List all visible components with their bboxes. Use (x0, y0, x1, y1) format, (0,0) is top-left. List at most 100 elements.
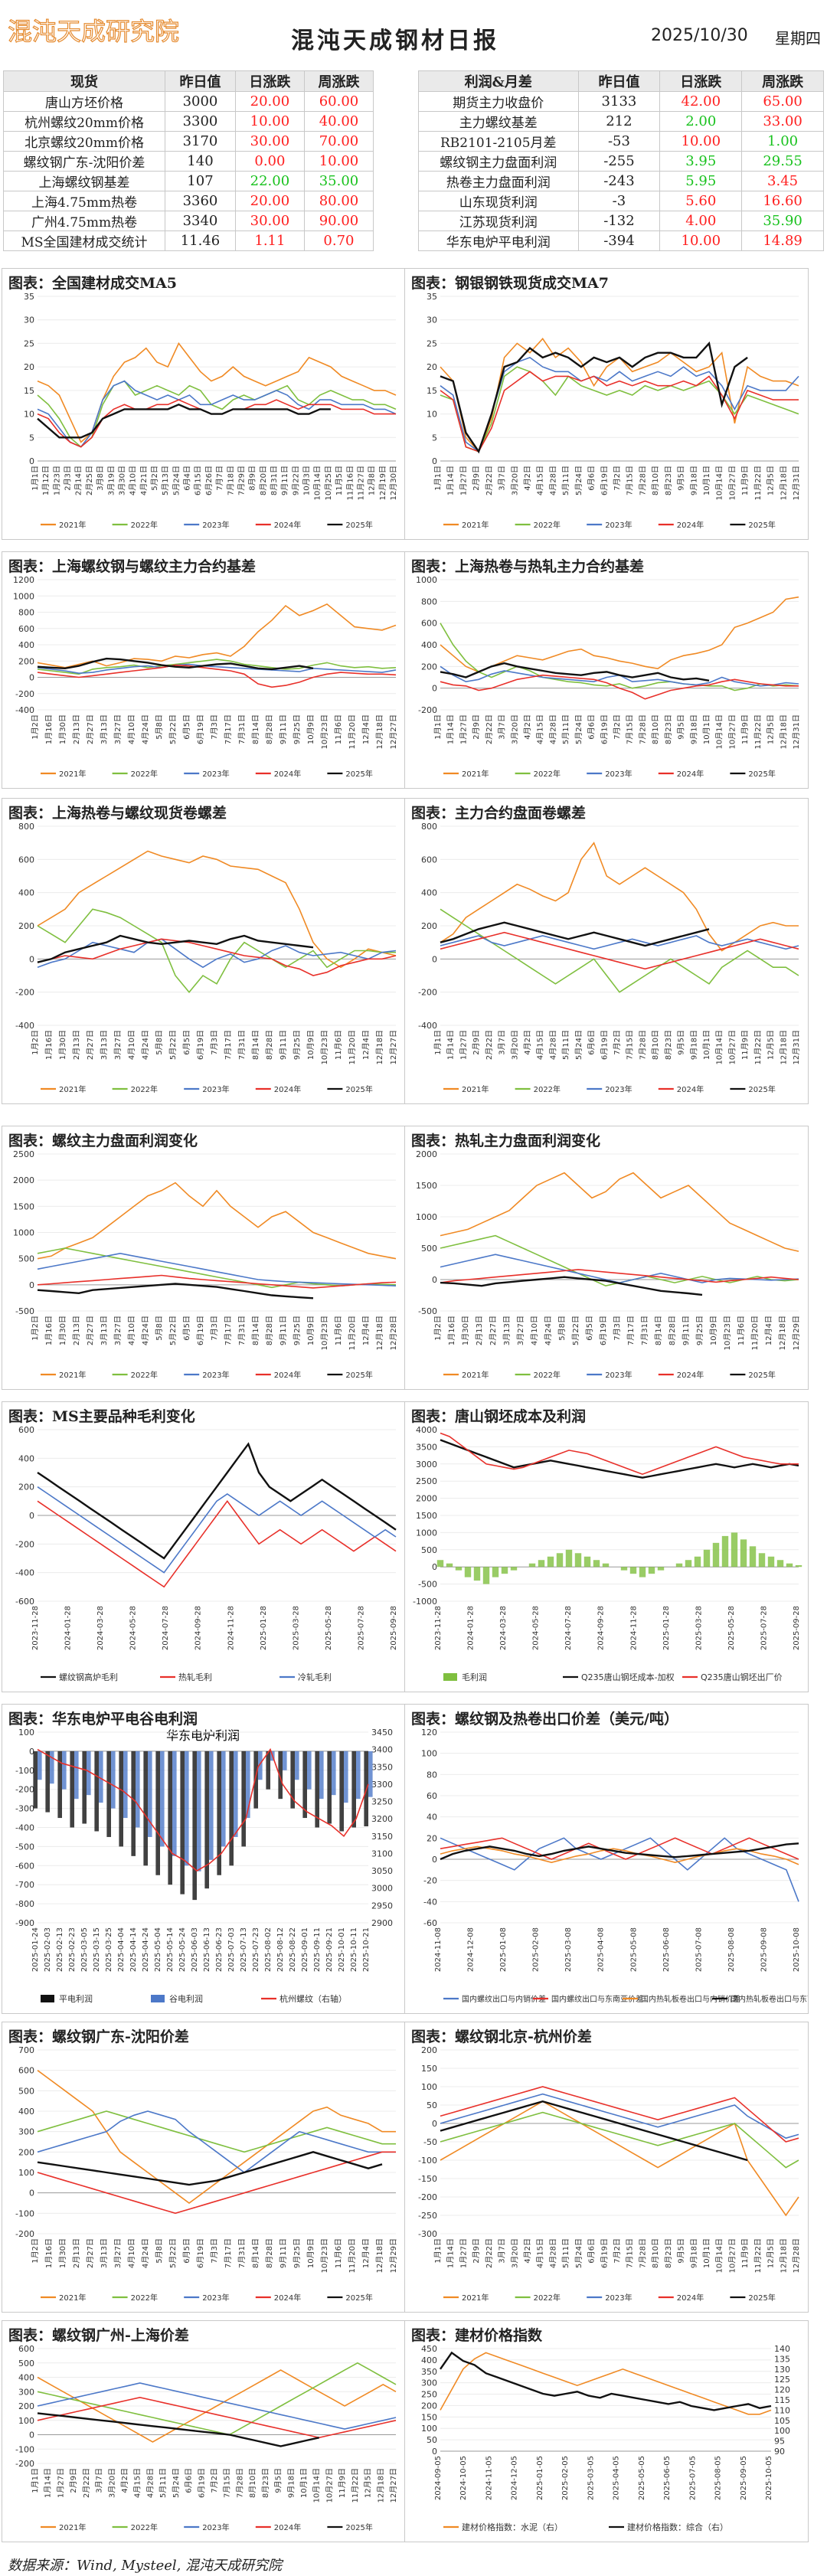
x-tick-label: 2月27日 (86, 2238, 95, 2268)
bar-y2025 (57, 1751, 62, 1819)
y-tick-label: 200 (18, 1483, 34, 1492)
x-tick-label: 9月5日 (677, 1030, 686, 1055)
x-tick-label: 12月18日 (376, 2468, 385, 2502)
x-tick-label: 2025-05-04 (154, 1927, 162, 1972)
y-tick-label: 5 (432, 433, 437, 443)
x-tick-label: 6月19日 (196, 1030, 205, 1060)
legend-label: 2022年 (131, 769, 158, 779)
y-tick-label: 100 (421, 1749, 437, 1759)
x-tick-label: 7月17日 (626, 1316, 636, 1345)
x-tick-label: 2025-08-22 (289, 1927, 297, 1972)
row-value: 11.46 (165, 230, 236, 251)
y-tick-label: 500 (18, 2086, 34, 2096)
y2-tick-label: 3100 (371, 1849, 393, 1858)
bar-y2023 (50, 1751, 54, 1784)
x-tick-label: 1月1日 (433, 466, 443, 491)
x-tick-label: 2024-11-28 (629, 1606, 638, 1650)
series-line-y2021 (440, 2100, 799, 2217)
bar-y2025 (204, 1751, 209, 1889)
legend-label: Q235唐山钢坯出厂价 (701, 1672, 783, 1682)
y-tick-label: 200 (421, 2045, 437, 2055)
x-tick-label: 2025-07-28 (760, 1606, 768, 1650)
col-header: 周涨跌 (303, 70, 374, 92)
y-tick-label: 2500 (416, 1476, 437, 1486)
y-tick-label: 50 (427, 2435, 437, 2445)
row-day-change: 5.95 (659, 171, 743, 191)
bar-y2023 (283, 1751, 287, 1770)
bar-y2022 (657, 1567, 665, 1571)
x-tick-label: 11月6日 (334, 714, 343, 744)
col-header: 昨日值 (577, 70, 661, 92)
series-line-y2025 (37, 657, 314, 671)
x-tick-label: 1月14日 (446, 466, 456, 495)
x-tick-label: 2025-07-23 (252, 1927, 260, 1972)
y-tick-label: 30 (427, 315, 437, 325)
legend-label: 2023年 (605, 769, 632, 779)
bar-y2023 (234, 1751, 238, 1837)
series-line-y2024 (440, 931, 799, 970)
x-tick-label: 4月2日 (523, 1030, 532, 1055)
x-tick-label: 2023-11-28 (434, 1606, 443, 1650)
legend-label: 2021年 (462, 1084, 489, 1094)
x-tick-label: 5月8日 (155, 2238, 164, 2264)
x-tick-label: 8月10日 (248, 2468, 257, 2498)
table-row: 江苏现货利润 -132 4.00 35.90 (418, 211, 824, 231)
report-header: 混沌天成研究院 混沌天成钢材日报 2025/10/30 星期四 (0, 0, 827, 69)
x-tick-label: 2月9日 (472, 714, 481, 740)
table-row: 广州4.75mm热卷 3340 30.00 90.00 (2, 211, 374, 231)
x-tick-label: 2025-07-05 (688, 2456, 697, 2500)
x-tick-label: 2025-01-24 (31, 1927, 40, 1972)
row-week-change: 70.00 (303, 131, 374, 152)
chart-title: 图表：主力合约盘面卷螺差 (411, 805, 587, 822)
x-tick-label: 5月11日 (561, 714, 570, 744)
chart-title: 图表：螺纹钢广州-上海价差 (8, 2327, 189, 2344)
x-tick-label: 12月4日 (361, 1316, 371, 1345)
x-tick-label: 5月24日 (574, 466, 583, 495)
legend-label: 2025年 (345, 769, 372, 779)
y-tick-label: 10 (427, 410, 437, 420)
x-tick-label: 2025-09-08 (760, 1927, 768, 1972)
x-tick-label: 4月15日 (133, 2468, 142, 2498)
y2-tick-label: 125 (774, 2375, 790, 2385)
series-line-y2022 (37, 380, 397, 448)
y-tick-label: -100 (15, 2444, 34, 2454)
x-tick-label: 2025-09-28 (793, 1606, 801, 1650)
y-tick-label: 400 (421, 640, 437, 650)
x-tick-label: 11月20日 (750, 1316, 760, 1350)
x-tick-label: 7月15日 (223, 2468, 232, 2498)
chart-panel-c3: 图表：上海螺纹钢与螺纹主力合约基差 -400 -200 0 200 400 600 800 10… (2, 551, 406, 789)
chart-svg: -200 -100 0 100 200 300 400 500 600 1月1日 1月14日 1月27… (15, 2344, 398, 2532)
x-tick-label: 2024-05-28 (532, 1606, 541, 1650)
y-tick-label: 0 (29, 2431, 34, 2440)
y-tick-label: 0 (432, 456, 437, 466)
legend-label: 2023年 (605, 1084, 632, 1094)
y2-tick-label: 3300 (371, 1780, 393, 1790)
x-tick-label: 6月6日 (587, 466, 597, 491)
x-tick-label: 4月24日 (141, 2238, 150, 2268)
x-tick-label: 9月11日 (279, 714, 288, 744)
row-day-change: 10.00 (234, 111, 305, 132)
x-tick-label: 2月22日 (485, 714, 494, 744)
row-name: RB2101-2105月差 (418, 131, 579, 152)
x-tick-label: 2025-01-28 (260, 1606, 268, 1650)
x-tick-label: 7月15日 (626, 2238, 635, 2268)
chart-svg: -600 -400 -200 0 200 400 600 2023-11-28 2024-01-… (15, 1425, 398, 1682)
chart-title: 图表：螺纹钢及热卷出口价差（美元/吨） (411, 1711, 678, 1728)
x-tick-label: 2025-06-13 (203, 1927, 211, 1972)
row-name: 上海螺纹钢基差 (2, 171, 166, 191)
x-tick-label: 12月31日 (792, 466, 801, 500)
series-line-y2024 (440, 1432, 799, 1476)
legend-label: 2021年 (59, 1084, 86, 1094)
bar-y2022 (758, 1553, 766, 1568)
y-tick-label: 0 (432, 1275, 437, 1285)
legend-label: 2025年 (748, 2293, 775, 2303)
x-tick-label: 3月8日 (96, 466, 105, 491)
x-tick-label: 9月18日 (286, 2468, 296, 2498)
chart-svg: -60 -40 -20 0 20 40 60 80 100 120 2024-11-08 2024-1… (421, 1728, 808, 2004)
series-line-y2024 (37, 1747, 369, 1872)
series-line-y2025 (440, 2351, 772, 2411)
x-tick-label: 2月27日 (86, 1030, 95, 1060)
y-tick-label: 1500 (13, 1201, 34, 1211)
legend-label: 2025年 (345, 1084, 372, 1094)
y-tick-label: 1500 (416, 1511, 437, 1521)
